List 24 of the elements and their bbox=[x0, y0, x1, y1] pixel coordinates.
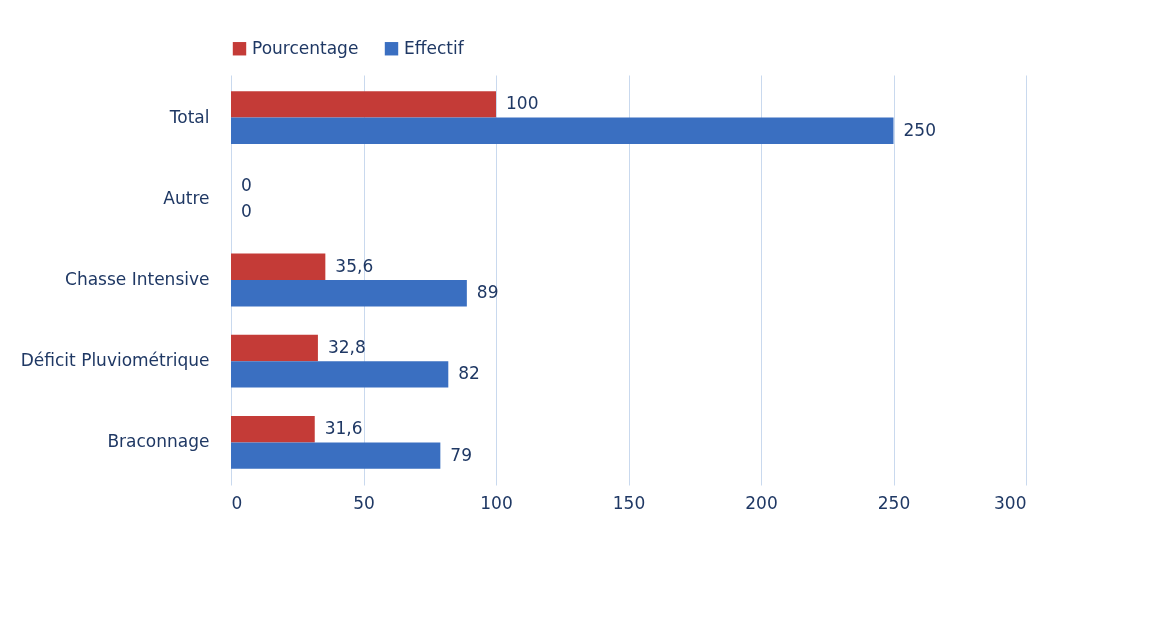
x-tick-label: 100 bbox=[480, 492, 513, 513]
data-label: 79 bbox=[450, 444, 472, 465]
x-tick-label: 0 bbox=[231, 492, 243, 513]
data-label: 35,6 bbox=[335, 255, 374, 276]
data-label: 89 bbox=[476, 282, 499, 303]
data-label: 82 bbox=[458, 363, 480, 384]
legend-label: Effectif bbox=[404, 37, 465, 58]
y-tick-label: Total bbox=[168, 106, 210, 127]
data-label: 32,8 bbox=[327, 337, 366, 357]
y-tick-label: Déficit Pluviométrique bbox=[20, 350, 210, 371]
x-tick-label: 150 bbox=[612, 492, 646, 513]
data-label: 0 bbox=[241, 174, 252, 195]
legend-label: Pourcentage bbox=[252, 37, 359, 58]
x-tick-label: 200 bbox=[745, 492, 778, 513]
x-tick-label: 300 bbox=[994, 492, 1027, 513]
data-label: 0 bbox=[241, 201, 252, 221]
y-tick-label: Chasse Intensive bbox=[65, 269, 210, 289]
data-label: 31,6 bbox=[324, 418, 363, 439]
y-tick-label: Autre bbox=[163, 187, 210, 208]
y-tick-label: Braconnage bbox=[107, 431, 210, 452]
x-tick-label: 50 bbox=[353, 492, 375, 513]
x-tick-label: 250 bbox=[877, 492, 911, 513]
data-label: 250 bbox=[903, 119, 936, 140]
data-label: 100 bbox=[506, 93, 539, 114]
